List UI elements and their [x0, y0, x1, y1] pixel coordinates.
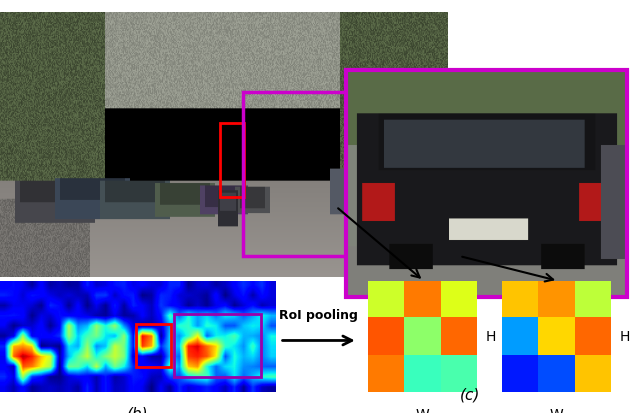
- Text: (a): (a): [146, 295, 168, 310]
- Bar: [136, 325, 171, 367]
- Text: W: W: [415, 408, 429, 413]
- Bar: [346, 70, 627, 297]
- Bar: [220, 123, 244, 197]
- Bar: [174, 314, 261, 377]
- Text: W: W: [550, 408, 564, 413]
- Text: H: H: [486, 330, 496, 344]
- Text: (b): (b): [127, 407, 148, 413]
- Text: RoI pooling: RoI pooling: [279, 309, 358, 322]
- Text: (c): (c): [460, 388, 481, 403]
- Bar: [243, 92, 365, 256]
- Text: H: H: [620, 330, 630, 344]
